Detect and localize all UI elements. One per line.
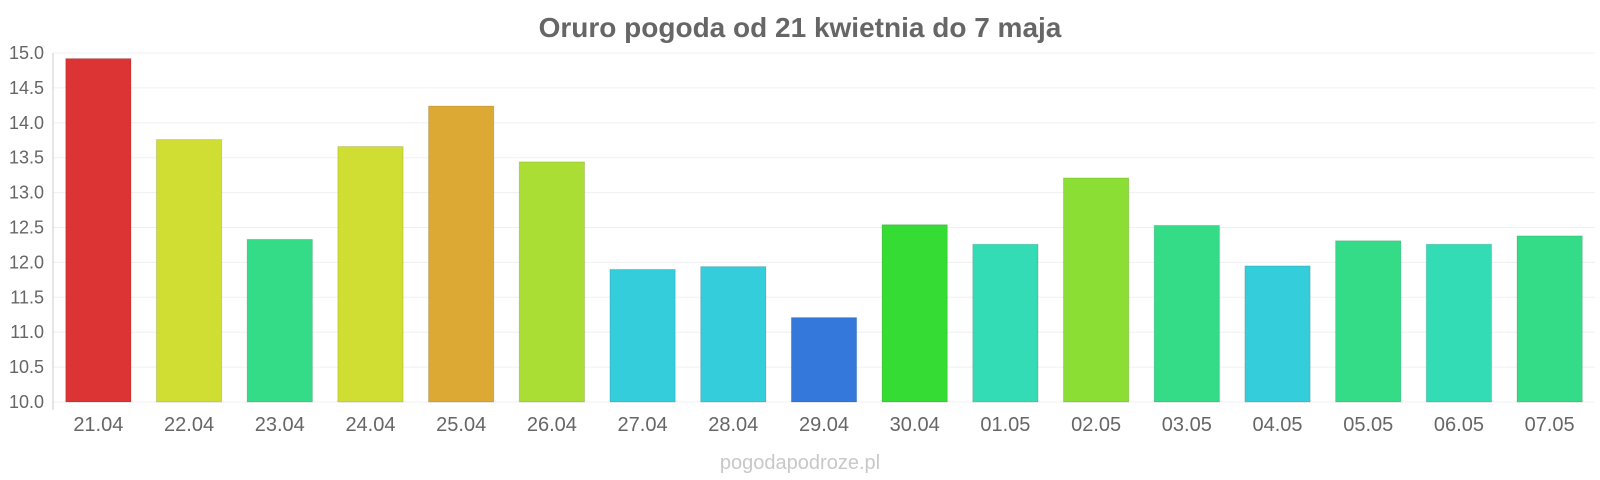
y-tick-label: 10.0 <box>9 392 44 412</box>
y-tick-label: 14.5 <box>9 78 44 98</box>
y-tick-label: 14.0 <box>9 113 44 133</box>
bar-07.05 <box>1516 235 1583 403</box>
bar-02.05 <box>1062 177 1130 403</box>
x-tick-label: 01.05 <box>980 414 1030 436</box>
bar-28.04 <box>700 266 767 403</box>
bar-03.05 <box>1153 224 1220 403</box>
bar-25.04 <box>428 105 495 403</box>
bar-22.04 <box>155 139 223 403</box>
bar-01.05 <box>972 243 1039 403</box>
x-tick-label: 24.04 <box>345 414 395 436</box>
chart-title: Oruro pogoda od 21 kwietnia do 7 maja <box>539 12 1062 43</box>
bar-29.04 <box>790 317 858 403</box>
x-tick-label: 25.04 <box>436 414 486 436</box>
y-axis-ticks: 10.0 10.5 11.0 11.5 12.0 12.5 13.0 13.5 14.0 14.5… <box>9 43 44 412</box>
x-tick-label: 28.04 <box>708 414 758 436</box>
x-tick-label: 05.05 <box>1343 414 1393 436</box>
y-tick-label: 12.0 <box>9 252 44 272</box>
bar-24.04 <box>337 146 404 403</box>
bars <box>65 58 1583 403</box>
x-tick-label: 02.05 <box>1071 414 1121 436</box>
x-tick-label: 03.05 <box>1162 414 1212 436</box>
y-tick-label: 12.5 <box>9 218 44 238</box>
y-tick-label: 11.0 <box>10 322 44 342</box>
bar-30.04 <box>881 224 948 403</box>
bar-23.04 <box>246 238 313 403</box>
bar-05.05 <box>1335 240 1402 403</box>
x-tick-label: 30.04 <box>890 414 940 436</box>
y-tick-label: 11.5 <box>10 287 44 307</box>
bar-27.04 <box>609 268 676 403</box>
x-tick-label: 27.04 <box>618 414 668 436</box>
x-tick-label: 22.04 <box>164 414 214 436</box>
y-tick-label: 13.0 <box>9 183 44 203</box>
bar-04.05 <box>1244 265 1311 403</box>
watermark: pogodapodroze.pl <box>720 452 880 474</box>
x-axis-ticks: 21.04 22.04 23.04 24.04 25.04 26.04 27.04 28.04… <box>73 414 1574 436</box>
y-tick-label: 10.5 <box>9 357 44 377</box>
x-tick-label: 23.04 <box>255 414 305 436</box>
x-tick-label: 29.04 <box>799 414 849 436</box>
x-tick-label: 06.05 <box>1434 414 1484 436</box>
bar-06.05 <box>1425 243 1493 403</box>
bar-26.04 <box>518 161 586 403</box>
x-tick-label: 07.05 <box>1525 414 1575 436</box>
x-tick-label: 26.04 <box>527 414 577 436</box>
x-tick-label: 04.05 <box>1252 414 1302 436</box>
bar-21.04 <box>65 58 132 403</box>
y-tick-label: 15.0 <box>9 43 44 63</box>
y-tick-label: 13.5 <box>9 148 44 168</box>
x-tick-label: 21.04 <box>73 414 123 436</box>
